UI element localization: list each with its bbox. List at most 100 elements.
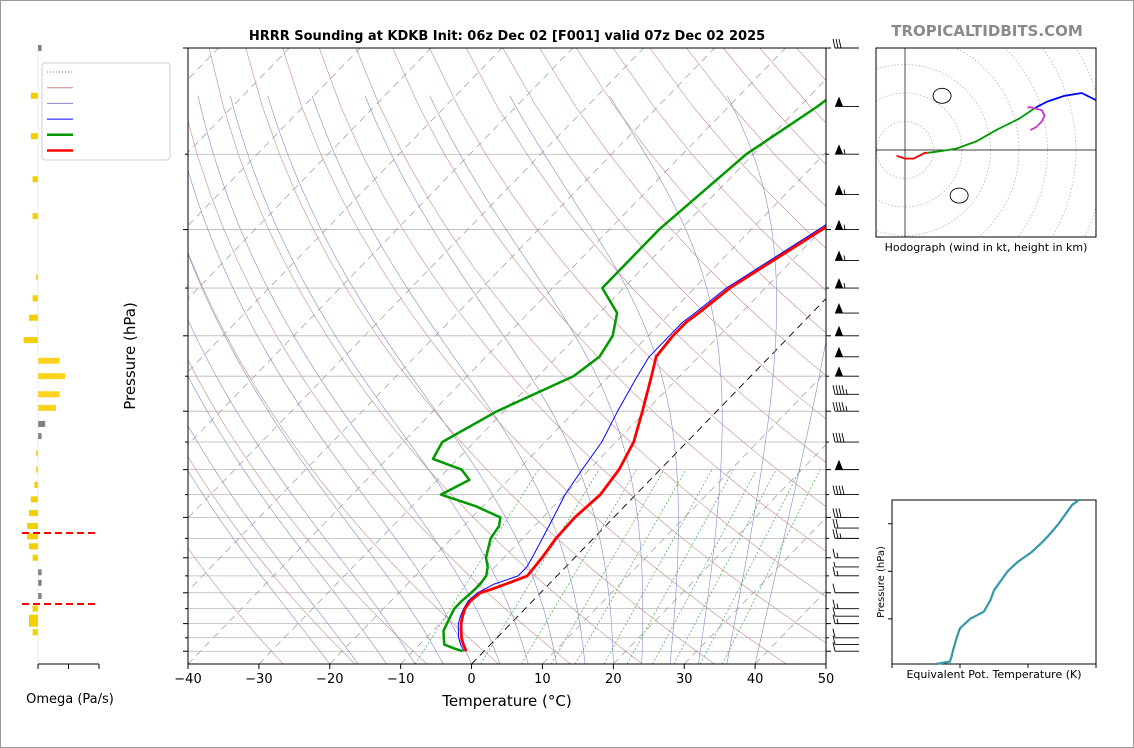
omega-xlabel: Omega (Pa/s): [26, 692, 114, 707]
skewt-grid: [188, 48, 826, 664]
omega-bar: [36, 466, 38, 473]
wind-barbs: [832, 38, 859, 652]
barb-pennant: [835, 325, 843, 336]
x-tick-label: −10: [387, 672, 414, 687]
pseudoadiabat: [188, 319, 416, 664]
omega-bar: [34, 481, 38, 488]
storm-motion-LM: [932, 87, 952, 104]
barb-full: [832, 583, 836, 593]
omega-bar: [38, 373, 65, 380]
mixing-ratio-line: [521, 469, 637, 664]
pseudoadiabat: [609, 95, 723, 664]
omega-bar: [32, 629, 38, 636]
pseudoadiabat: [429, 95, 644, 664]
storm-motion-RM: [949, 187, 969, 204]
wind-barb: [832, 635, 859, 646]
wind-barb: [832, 548, 859, 559]
barb-half: [836, 552, 839, 558]
omega-bar: [29, 543, 38, 550]
dry-adiabat: [319, 48, 826, 644]
x-tick-label: −20: [316, 672, 343, 687]
barb-half: [836, 570, 839, 576]
wetbulb-profile: [457, 223, 826, 652]
theta-e-plot: [936, 499, 1080, 666]
barb-full: [835, 432, 839, 443]
omega-bar: [32, 176, 38, 183]
omega-bar: [36, 450, 38, 457]
mixing-ratio-line: [673, 469, 777, 664]
mixing-ratio-line: [721, 469, 821, 664]
omega-bar: [32, 213, 38, 220]
pseudoadiabat: [188, 169, 472, 664]
skewt-legend: [41, 62, 171, 161]
barb-pennant: [835, 184, 843, 195]
barb-half: [843, 255, 846, 261]
theta-e-line: [936, 499, 1080, 666]
hodograph: [876, 48, 1096, 237]
barb-full: [832, 628, 836, 638]
omega-bar: [38, 357, 60, 364]
mixing-ratio-line: [652, 469, 757, 664]
wind-barb: [832, 628, 859, 639]
pseudoadiabat: [188, 253, 444, 664]
barb-full: [832, 529, 836, 539]
wind-barb: [832, 38, 859, 49]
barb-full: [832, 485, 836, 495]
dry-adiabat: [539, 48, 826, 377]
hodo-segment: [1027, 106, 1046, 131]
barb-pennant: [835, 96, 843, 107]
wind-barb: [833, 561, 859, 568]
barb-half: [843, 149, 846, 155]
barb-full: [832, 518, 836, 529]
omega-bar: [38, 404, 56, 411]
omega-bar: [30, 496, 38, 503]
barb-full: [835, 529, 839, 539]
x-tick-label: 10: [534, 672, 551, 687]
x-tick-label: 0: [467, 672, 475, 687]
barb-full: [832, 642, 836, 652]
pseudoadiabat: [188, 425, 359, 664]
wind-barb: [832, 614, 859, 625]
pseudoadiabat: [197, 95, 501, 664]
wind-barb: [835, 278, 859, 289]
wind-barb: [832, 432, 859, 443]
barb-half: [845, 389, 848, 395]
wind-barb: [832, 485, 859, 496]
theta-e-xlabel: Equivalent Pot. Temperature (K): [906, 668, 1081, 681]
barb-full: [832, 614, 836, 624]
dry-adiabat: [355, 48, 826, 598]
barb-full: [835, 508, 839, 518]
dry-adiabat: [188, 119, 571, 664]
barb-pennant: [835, 219, 843, 230]
omega-bar: [38, 433, 42, 440]
pseudoadiabat: [509, 95, 679, 664]
omega-bar: [32, 295, 38, 302]
barb-full: [841, 385, 845, 395]
barb-full: [832, 548, 836, 558]
barb-full: [841, 485, 845, 495]
barb-pennant: [835, 459, 843, 470]
dry-adiabat: [502, 48, 826, 420]
barb-full: [832, 508, 836, 518]
dry-adiabat: [188, 547, 284, 664]
wind-barb: [832, 508, 859, 518]
barb-full: [838, 508, 842, 518]
barb-half: [836, 603, 839, 609]
dry-adiabat: [188, 456, 356, 664]
mixing-ratio-line: [699, 469, 801, 664]
omega-bar: [27, 533, 38, 540]
theta-e-panel: [888, 499, 1097, 668]
omega-bar: [38, 593, 42, 600]
barb-full: [832, 402, 836, 412]
dry-adiabat: [465, 48, 826, 463]
omega-bar: [36, 274, 38, 281]
omega-bar: [30, 133, 38, 140]
barb-half: [836, 618, 839, 624]
omega-bar: [23, 337, 38, 344]
wind-barb: [832, 607, 859, 617]
dry-adiabat: [188, 251, 499, 664]
barb-half: [843, 282, 846, 289]
barb-pennant: [835, 346, 843, 357]
x-tick-label: 30: [676, 672, 693, 687]
barb-full: [832, 635, 836, 645]
